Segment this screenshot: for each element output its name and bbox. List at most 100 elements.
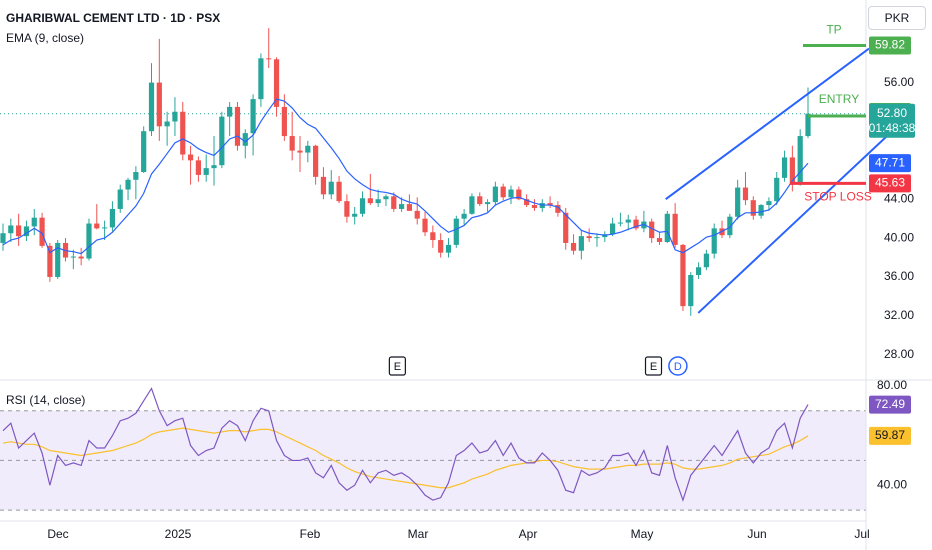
candle-body: [555, 205, 561, 213]
currency-button[interactable]: PKR: [868, 6, 926, 30]
candle: [703, 249, 709, 271]
candle-body: [750, 200, 756, 216]
candle-body: [391, 196, 397, 209]
candle: [438, 233, 444, 258]
candle-body: [758, 205, 764, 216]
candle: [187, 145, 194, 185]
stop-loss-label: STOP LOSS: [804, 190, 872, 204]
dividend-marker-label: D: [674, 361, 682, 373]
candle: [258, 53, 264, 107]
candle: [375, 189, 381, 207]
candle-body: [516, 189, 522, 200]
candle-body: [617, 222, 624, 224]
candle-body: [672, 213, 678, 245]
candle: [805, 87, 811, 138]
candle-body: [164, 121, 170, 127]
candle-body: [547, 203, 553, 206]
candle-body: [180, 111, 186, 155]
candle-body: [305, 145, 311, 153]
candle: [156, 38, 162, 141]
candle-body: [445, 244, 452, 253]
candle-body: [55, 242, 61, 277]
candle-body: [23, 226, 30, 237]
candle: [266, 28, 272, 69]
candle: [633, 215, 639, 231]
candle-body: [781, 157, 788, 178]
candle: [422, 211, 428, 237]
candle: [8, 218, 14, 242]
candle-body: [570, 242, 577, 251]
candle: [39, 212, 45, 248]
rsi-indicator-label[interactable]: RSI (14, close): [6, 393, 86, 407]
rsi-line: [2, 387, 809, 503]
candle: [133, 166, 139, 200]
candle: [219, 111, 225, 169]
candle: [281, 94, 287, 141]
price-tick-1: 32.00: [884, 308, 914, 322]
rsi-tick-1: 80.00: [877, 378, 907, 392]
candle: [664, 210, 670, 243]
earnings-marker-0: [388, 356, 406, 376]
candle-body: [234, 106, 241, 146]
candle-body: [711, 228, 717, 254]
candle-body: [492, 186, 498, 203]
candle: [313, 144, 319, 185]
candle-body: [508, 189, 514, 198]
candle: [797, 129, 803, 186]
candle-body: [94, 223, 100, 229]
candle-body: [125, 179, 131, 190]
ema-line: [2, 98, 809, 255]
candle-body: [313, 145, 319, 177]
candle-body: [563, 212, 569, 243]
candle-body: [727, 216, 733, 236]
candle-body: [531, 205, 538, 208]
price-label-last-box: [869, 103, 915, 138]
candle: [0, 223, 6, 251]
candle: [31, 208, 37, 236]
candle-body: [203, 168, 209, 175]
candle-body: [70, 256, 76, 258]
candle: [531, 199, 538, 211]
candle-body: [789, 157, 795, 185]
candle: [16, 213, 22, 246]
candle: [227, 102, 233, 137]
candle-body: [336, 181, 342, 202]
candle: [594, 233, 600, 247]
earnings-marker-label-1: E: [650, 361, 657, 373]
candle-body: [578, 236, 584, 251]
candle: [55, 240, 61, 279]
candle: [289, 111, 295, 161]
candle: [94, 204, 100, 230]
candle-body: [438, 240, 444, 253]
ema-indicator-label[interactable]: EMA (9, close): [6, 31, 85, 45]
candle: [414, 197, 420, 225]
price-label-ema: 47.71: [875, 155, 905, 169]
candle-body: [102, 227, 108, 229]
candle: [508, 185, 514, 205]
candle: [211, 136, 217, 186]
candle: [47, 242, 53, 282]
candle-body: [328, 181, 334, 195]
candle: [453, 215, 459, 248]
candle-body: [117, 189, 123, 209]
candle: [719, 220, 725, 239]
candle: [242, 129, 248, 159]
candle: [578, 230, 584, 260]
dividend-marker: [668, 356, 688, 376]
candle-body: [211, 165, 217, 169]
candle-body: [172, 111, 178, 122]
time-tick-feb: Feb: [300, 527, 321, 541]
symbol-title[interactable]: GHARIBWAL CEMENT LTD · 1D · PSX: [6, 11, 221, 25]
candle: [711, 223, 717, 259]
symbol-header: GHARIBWAL CEMENT LTD · 1D · PSX: [6, 11, 220, 25]
candle: [625, 214, 631, 231]
candle: [70, 249, 76, 270]
candle: [391, 192, 397, 212]
candle: [492, 181, 498, 206]
candle: [516, 186, 522, 201]
candle: [109, 201, 116, 232]
candle-body: [735, 187, 741, 217]
candle-body: [31, 217, 37, 227]
earnings-marker-1: [644, 356, 663, 376]
